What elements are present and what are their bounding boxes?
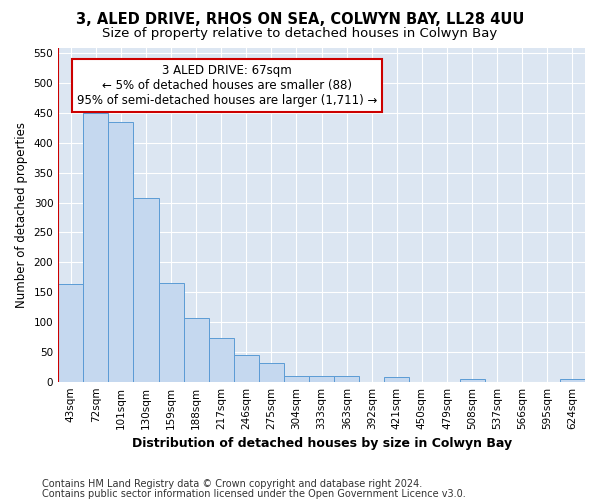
Text: 3 ALED DRIVE: 67sqm
← 5% of detached houses are smaller (88)
95% of semi-detache: 3 ALED DRIVE: 67sqm ← 5% of detached hou…	[77, 64, 377, 107]
X-axis label: Distribution of detached houses by size in Colwyn Bay: Distribution of detached houses by size …	[131, 437, 512, 450]
Bar	[158, 283, 184, 382]
Bar	[109, 122, 133, 382]
Bar	[234, 355, 259, 382]
Bar	[334, 376, 359, 382]
Bar	[83, 113, 109, 382]
Bar	[259, 362, 284, 382]
Text: Contains HM Land Registry data © Crown copyright and database right 2024.: Contains HM Land Registry data © Crown c…	[42, 479, 422, 489]
Bar	[460, 378, 485, 382]
Bar	[58, 284, 83, 382]
Bar	[209, 338, 234, 382]
Bar	[284, 376, 309, 382]
Y-axis label: Number of detached properties: Number of detached properties	[15, 122, 28, 308]
Text: Contains public sector information licensed under the Open Government Licence v3: Contains public sector information licen…	[42, 489, 466, 499]
Bar	[560, 378, 585, 382]
Text: 3, ALED DRIVE, RHOS ON SEA, COLWYN BAY, LL28 4UU: 3, ALED DRIVE, RHOS ON SEA, COLWYN BAY, …	[76, 12, 524, 28]
Bar	[309, 376, 334, 382]
Bar	[133, 198, 158, 382]
Bar	[184, 318, 209, 382]
Bar	[385, 377, 409, 382]
Text: Size of property relative to detached houses in Colwyn Bay: Size of property relative to detached ho…	[103, 28, 497, 40]
